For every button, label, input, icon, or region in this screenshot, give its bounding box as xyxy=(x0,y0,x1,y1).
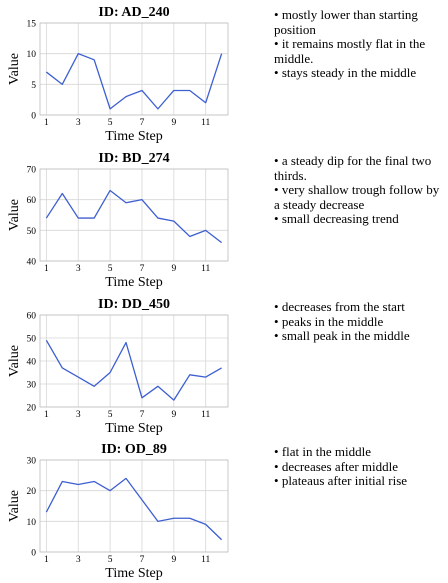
x-tick-label: 3 xyxy=(76,118,81,128)
description-item: peaks in the middle xyxy=(274,314,446,330)
y-tick-label: 30 xyxy=(27,457,37,467)
chart-title: ID: DD_450 xyxy=(98,297,170,312)
series-line xyxy=(45,477,223,541)
x-tick-label: 11 xyxy=(201,118,210,128)
x-tick-label: 5 xyxy=(108,410,113,420)
plot-frame xyxy=(39,314,229,408)
y-axis-label: Value xyxy=(7,490,22,522)
x-tick-label: 3 xyxy=(76,264,81,274)
x-tick-label: 1 xyxy=(44,410,49,420)
y-tick-label: 60 xyxy=(27,312,37,322)
x-tick-label: 5 xyxy=(108,555,113,565)
x-tick-label: 11 xyxy=(201,555,210,565)
x-tick-label: 7 xyxy=(140,555,145,565)
line-chart: 20 30 40 50 60 1 3 5 7 9 11 ID: DD_450 Time Step Valu… xyxy=(7,297,229,436)
y-tick-label: 20 xyxy=(27,404,37,414)
chart-title: ID: BD_274 xyxy=(98,151,169,166)
chart-title: ID: AD_240 xyxy=(98,5,169,20)
y-tick-label: 50 xyxy=(27,227,37,237)
series-line xyxy=(45,53,223,110)
x-axis-label: Time Step xyxy=(105,421,162,436)
chart-panel: 20 30 40 50 60 1 3 5 7 9 11 ID: DD_450 Time Step Valu… xyxy=(0,292,448,437)
plot-frame xyxy=(39,168,229,262)
x-tick-label: 7 xyxy=(140,118,145,128)
x-axis-label: Time Step xyxy=(105,275,162,290)
x-axis-label: Time Step xyxy=(105,566,162,581)
line-chart: 0 5 10 15 1 3 5 7 9 11 ID: AD_240 Time Step Value xyxy=(7,5,229,144)
description-item: small peak in the middle xyxy=(274,328,446,344)
description-item: small decreasing trend xyxy=(274,211,446,227)
y-axis-label: Value xyxy=(7,53,22,85)
x-tick-label: 7 xyxy=(140,410,145,420)
description-list: mostly lower than starting positionit re… xyxy=(274,7,446,81)
description-item: flat in the middle xyxy=(274,444,446,460)
description-item: mostly lower than starting position xyxy=(274,7,446,37)
chart-panel: 0 10 20 30 1 3 5 7 9 11 ID: OD_89 Time Step Value fla… xyxy=(0,437,448,582)
x-axis-label: Time Step xyxy=(105,129,162,144)
description-item: very shallow trough follow by a steady d… xyxy=(274,182,446,212)
series-line xyxy=(45,189,223,244)
description-item: decreases after middle xyxy=(274,459,446,475)
description-list: flat in the middledecreases after middle… xyxy=(274,444,446,489)
y-tick-label: 50 xyxy=(27,335,37,345)
x-tick-label: 9 xyxy=(171,118,176,128)
y-tick-label: 20 xyxy=(27,487,37,497)
y-tick-label: 10 xyxy=(27,518,37,528)
description-item: stays steady in the middle xyxy=(274,65,446,81)
chart-panel: 0 5 10 15 1 3 5 7 9 11 ID: AD_240 Time Step Value mos… xyxy=(0,0,448,145)
x-tick-label: 9 xyxy=(171,555,176,565)
x-tick-label: 11 xyxy=(201,264,210,274)
x-tick-label: 5 xyxy=(108,264,113,274)
y-tick-label: 40 xyxy=(27,358,37,368)
y-tick-label: 60 xyxy=(27,196,37,206)
x-tick-label: 11 xyxy=(201,410,210,420)
line-chart: 0 10 20 30 1 3 5 7 9 11 ID: OD_89 Time Step Value xyxy=(7,442,229,581)
y-tick-label: 0 xyxy=(31,549,36,559)
description-item: it remains mostly flat in the middle. xyxy=(274,36,446,66)
x-tick-label: 1 xyxy=(44,118,49,128)
x-tick-label: 9 xyxy=(171,410,176,420)
x-tick-label: 7 xyxy=(140,264,145,274)
y-tick-label: 30 xyxy=(27,381,37,391)
y-tick-label: 40 xyxy=(27,258,37,268)
y-tick-label: 10 xyxy=(27,50,37,60)
y-axis-label: Value xyxy=(7,199,22,231)
y-tick-label: 15 xyxy=(27,20,37,30)
line-chart: 40 50 60 70 1 3 5 7 9 11 ID: BD_274 Time Step Value xyxy=(7,151,229,290)
y-tick-label: 5 xyxy=(31,81,36,91)
x-tick-label: 1 xyxy=(44,555,49,565)
x-tick-label: 3 xyxy=(76,555,81,565)
chart-panel: 40 50 60 70 1 3 5 7 9 11 ID: BD_274 Time Step Value a… xyxy=(0,146,448,291)
description-item: a steady dip for the final two thirds. xyxy=(274,153,446,183)
description-item: decreases from the start xyxy=(274,299,446,315)
y-tick-label: 70 xyxy=(27,166,37,176)
y-axis-label: Value xyxy=(7,345,22,377)
plot-frame xyxy=(39,22,229,116)
y-tick-label: 0 xyxy=(31,112,36,122)
description-item: plateaus after initial rise xyxy=(274,473,446,489)
x-tick-label: 9 xyxy=(171,264,176,274)
x-tick-label: 5 xyxy=(108,118,113,128)
x-tick-label: 3 xyxy=(76,410,81,420)
x-tick-label: 1 xyxy=(44,264,49,274)
plot-frame xyxy=(39,459,229,553)
description-list: a steady dip for the final two thirds.ve… xyxy=(274,153,446,227)
series-line xyxy=(45,339,222,401)
chart-title: ID: OD_89 xyxy=(101,442,167,457)
description-list: decreases from the startpeaks in the mid… xyxy=(274,299,446,344)
